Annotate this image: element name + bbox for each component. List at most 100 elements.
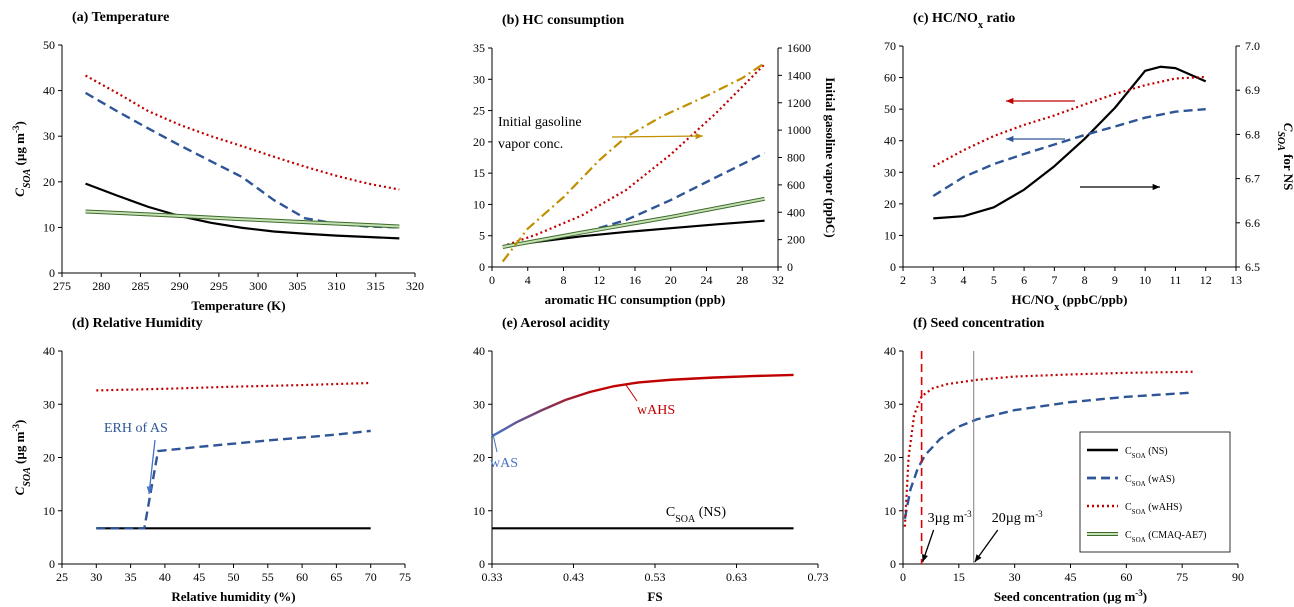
annotation-arrow-erh [148, 439, 156, 495]
x-tick-label: 275 [53, 279, 71, 293]
y-tick-label: 60 [884, 71, 896, 85]
annotation-erh: ERH of AS [104, 421, 168, 436]
y2-tick-label: 1600 [787, 41, 811, 55]
x-axis-label: Seed concentration (µg m-3) [994, 588, 1147, 604]
y-tick-label: 50 [884, 102, 896, 116]
y-tick-label: 40 [473, 344, 485, 358]
x-tick-label: 320 [406, 279, 424, 293]
series-line-CMAQ [85, 210, 400, 228]
y-tick-label: 30 [43, 397, 55, 411]
x-tick-label: 75 [1176, 570, 1188, 584]
x-tick-label: 70 [365, 570, 377, 584]
y-tick-label: 30 [884, 397, 896, 411]
x-tick-label: 0.43 [563, 570, 584, 584]
x-tick-label: 50 [228, 570, 240, 584]
y-axis-label: CSOA (µg m-3) [11, 121, 33, 197]
series-line-wAHS [932, 75, 1206, 168]
panel-title: (a) Temperature [72, 10, 169, 25]
marker-arrow-seed_20-head [974, 554, 982, 562]
y-tick-label: 10 [473, 504, 485, 518]
y2-tick-label: 400 [787, 205, 805, 219]
x-tick-label: 315 [367, 279, 385, 293]
annotation-arrow-wAS-head [1006, 135, 1014, 143]
x-tick-label: 0.53 [645, 570, 666, 584]
y-tick-label: 30 [473, 397, 485, 411]
panel-c: (c) HC/NOx ratio 2 3 4 5 6 7 8 9 10 11 12 13 0 10 20 30 4… [884, 11, 1294, 313]
panel-e: (e) Aerosol acidity 0.33 0.43 0.53 0.63 0.73 0… [473, 316, 829, 604]
x-tick-label: 2 [900, 273, 906, 287]
annotation-arrow-wAHS-head [1006, 97, 1014, 105]
x-tick-label: 16 [629, 273, 641, 287]
annotation-arrow-gasoline-head [695, 132, 703, 140]
y-tick-label: 0 [890, 557, 896, 571]
y-tick-label: 0 [890, 260, 896, 274]
y-tick-label: 20 [884, 451, 896, 465]
marker-label-seed_20: 20µg m-3 [992, 509, 1043, 526]
series-line-wAHS [502, 63, 766, 248]
label-wAS: wAS [490, 456, 518, 471]
legend: CSOA (NS) CSOA (wAS) CSOA (wAHS) CSOA (CMAQ… [1079, 431, 1231, 553]
y-tick-label: 50 [43, 38, 55, 52]
y-tick-label: 0 [479, 260, 485, 274]
y2-tick-label: 1200 [787, 96, 811, 110]
x-tick-label: 295 [210, 279, 228, 293]
x-tick-label: 30 [90, 570, 102, 584]
series-line-wAS [903, 391, 1194, 519]
x-tick-label: 90 [1232, 570, 1244, 584]
series-line-wAHS [96, 381, 371, 392]
y-tick-label: 10 [884, 228, 896, 242]
annotation-gasoline-line1: Initial gasoline [498, 115, 582, 130]
x-tick-label: 40 [159, 570, 171, 584]
y-tick-label: 25 [473, 104, 485, 118]
y-tick-label: 15 [473, 166, 485, 180]
x-tick-label: 45 [193, 570, 205, 584]
y2-axis-label: Initial gasoline vapor (ppbC) [823, 77, 838, 238]
x-tick-label: 24 [701, 273, 713, 287]
y2-tick-label: 0 [787, 260, 793, 274]
x-tick-label: 8 [561, 273, 567, 287]
x-tick-label: 10 [1139, 273, 1151, 287]
x-tick-label: 300 [249, 279, 267, 293]
legend-label-CMAQ: CSOA (CMAQ-AE7) [1125, 530, 1207, 544]
x-tick-label: 45 [1065, 570, 1077, 584]
y-tick-label: 30 [43, 129, 55, 143]
y-tick-label: 20 [473, 135, 485, 149]
y-tick-label: 10 [884, 504, 896, 518]
x-tick-label: 25 [56, 570, 68, 584]
x-tick-label: 8 [1082, 273, 1088, 287]
x-tick-label: 5 [991, 273, 997, 287]
y-tick-label: 5 [479, 229, 485, 243]
x-tick-label: 30 [1009, 570, 1021, 584]
y2-tick-label: 1400 [787, 68, 811, 82]
label-wAHS: wAHS [637, 403, 675, 418]
panel-f: (f) Seed concentration 0 15 30 45 60 75 90 0 10 20… [884, 316, 1244, 604]
label-NS: CSOA (NS) [666, 505, 726, 525]
y-tick-label: 35 [473, 41, 485, 55]
series-line-NS [933, 65, 1207, 220]
x-tick-label: 60 [296, 570, 308, 584]
y2-tick-label: 1000 [787, 123, 811, 137]
series-line-wAS [84, 91, 400, 229]
series-line-NS [85, 182, 400, 240]
y-tick-label: 0 [479, 557, 485, 571]
x-tick-label: 65 [330, 570, 342, 584]
y-tick-label: 40 [43, 84, 55, 98]
annotation-gasoline-line2: vapor conc. [498, 137, 563, 152]
legend-label-wAHS: CSOA (wAHS) [1125, 502, 1182, 516]
y2-tick-label: 6.8 [1245, 127, 1260, 141]
series-line-wAHS [85, 74, 400, 191]
y-tick-label: 0 [49, 557, 55, 571]
marker-label-seed_3: 3µg m-3 [928, 509, 972, 526]
panel-title: (b) HC consumption [502, 13, 624, 28]
x-tick-label: 12 [593, 273, 605, 287]
x-tick-label: 4 [525, 273, 531, 287]
x-tick-label: 0 [489, 273, 495, 287]
x-tick-label: 12 [1200, 273, 1212, 287]
x-tick-label: 7 [1051, 273, 1057, 287]
y-tick-label: 20 [43, 175, 55, 189]
x-tick-label: 60 [1120, 570, 1132, 584]
y-tick-label: 0 [49, 266, 55, 280]
y2-tick-label: 800 [787, 151, 805, 165]
